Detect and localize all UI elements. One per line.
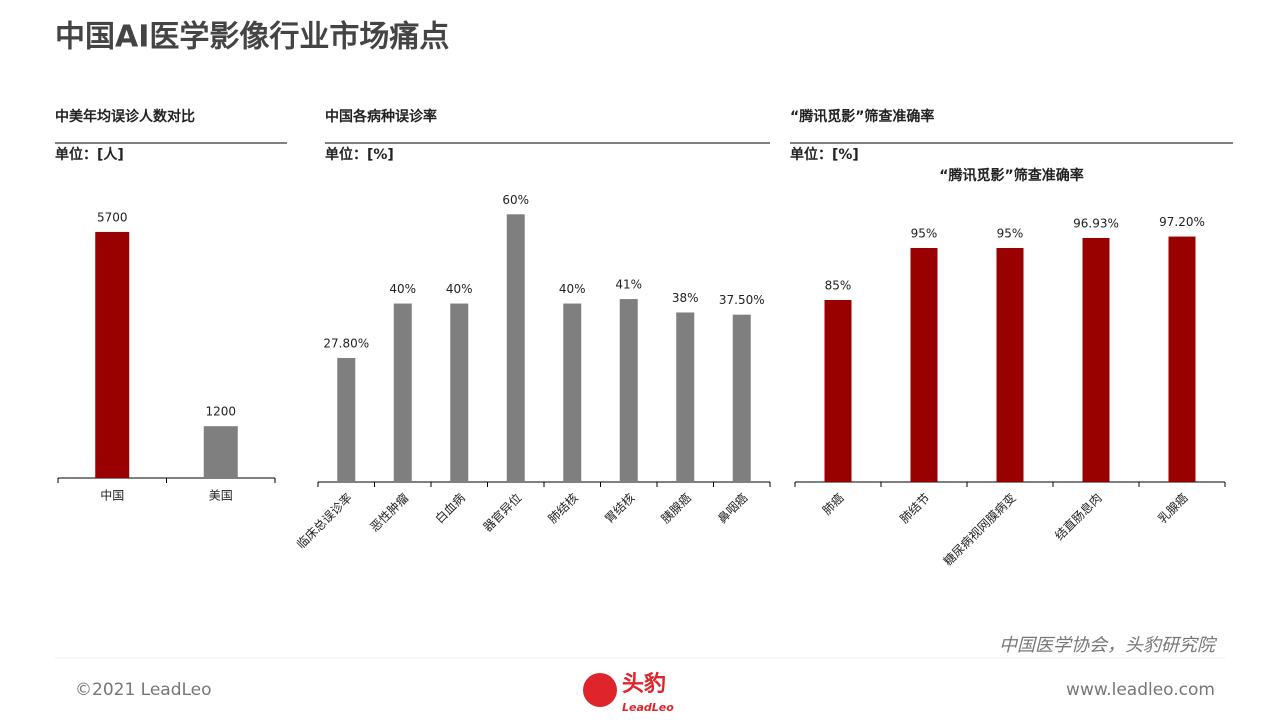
data-label: 97.20%	[1159, 215, 1205, 229]
bar	[619, 299, 638, 482]
bar	[910, 248, 938, 482]
x-tick-label: 器官异位	[480, 490, 525, 535]
bar	[393, 303, 412, 482]
unit-label: 单位：[%]	[790, 146, 859, 163]
data-label: 37.50%	[719, 293, 765, 307]
bar	[337, 357, 356, 482]
data-label: 40%	[389, 282, 416, 296]
data-label: 95%	[997, 227, 1024, 241]
x-tick-label: 乳腺癌	[1155, 490, 1191, 526]
chart-title: 中美年均误诊人数对比	[55, 108, 195, 125]
data-label: 95%	[911, 227, 938, 241]
data-label: 41%	[615, 278, 642, 292]
bar	[450, 303, 469, 482]
data-label: 1200	[205, 405, 236, 419]
data-label: 5700	[97, 210, 128, 224]
chart-subtitle: “腾讯觅影”筛查准确率	[939, 167, 1083, 184]
x-tick-label: 肺结核	[545, 491, 580, 526]
chart-title: 中国各病种误诊率	[325, 108, 437, 125]
logo-brand: LeadLeo	[622, 701, 674, 714]
data-label: 96.93%	[1073, 216, 1119, 230]
x-tick-label: 胰腺癌	[658, 490, 694, 526]
website: www.leadleo.com	[1066, 680, 1215, 700]
x-tick-label: 肺结节	[897, 491, 932, 526]
x-tick-label: 鼻咽癌	[714, 490, 750, 526]
x-tick-label: 临床总误诊率	[293, 490, 355, 552]
x-tick-label: 中国	[100, 488, 124, 503]
bar	[506, 214, 525, 483]
x-tick-label: 胃结核	[602, 491, 637, 526]
x-tick-label: 结直肠息肉	[1052, 490, 1105, 543]
data-label: 38%	[672, 291, 699, 305]
bar	[1082, 237, 1110, 482]
bar	[676, 312, 695, 482]
bar	[95, 231, 130, 478]
x-tick-label: 美国	[209, 489, 233, 503]
bar	[1168, 236, 1196, 482]
logo-icon	[583, 673, 617, 707]
chart-title: “腾讯觅影”筛查准确率	[790, 108, 934, 125]
unit-label: 单位：[人]	[55, 146, 124, 163]
bar	[203, 426, 238, 478]
bar	[824, 300, 852, 482]
data-label: 27.80%	[323, 336, 369, 350]
logo-name: 头豹	[622, 671, 666, 697]
x-tick-label: 肺癌	[819, 490, 847, 518]
data-label: 60%	[502, 193, 529, 207]
copyright: ©2021 LeadLeo	[75, 680, 212, 700]
x-tick-label: 糖尿病视网膜病变	[940, 490, 1018, 568]
bar	[732, 314, 751, 482]
x-tick-label: 恶性肿瘤	[367, 490, 412, 535]
bar	[996, 248, 1024, 482]
source: 中国医学协会，头豹研究院	[999, 635, 1218, 656]
bar	[563, 303, 582, 482]
x-tick-label: 白血病	[432, 490, 468, 526]
data-label: 40%	[446, 282, 473, 296]
data-label: 40%	[559, 282, 586, 296]
slide-title: 中国AI医学影像行业市场痛点	[55, 20, 449, 55]
unit-label: 单位：[%]	[325, 146, 394, 163]
data-label: 85%	[825, 279, 852, 293]
